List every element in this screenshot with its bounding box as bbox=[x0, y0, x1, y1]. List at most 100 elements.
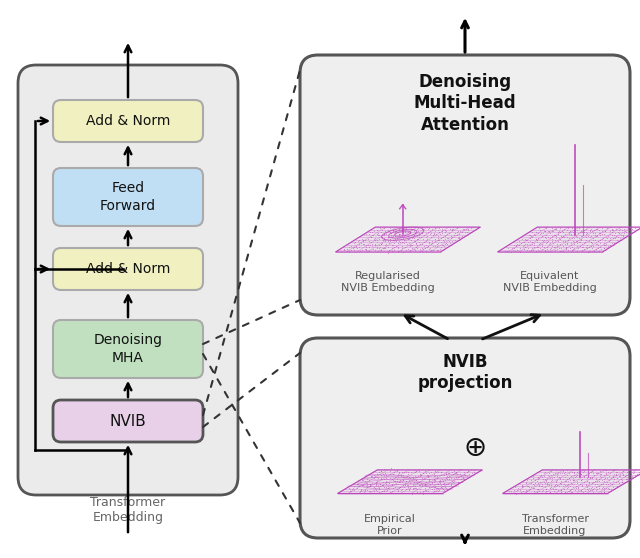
Point bbox=[404, 241, 415, 250]
Point bbox=[448, 224, 458, 233]
Point bbox=[422, 224, 433, 233]
Point bbox=[618, 478, 628, 487]
Point bbox=[436, 237, 446, 246]
Point bbox=[381, 487, 391, 496]
Point bbox=[412, 225, 422, 234]
Point bbox=[360, 487, 370, 496]
Point bbox=[557, 227, 567, 235]
Point bbox=[436, 481, 446, 490]
Point bbox=[569, 470, 579, 479]
Point bbox=[607, 224, 617, 233]
Point bbox=[561, 475, 572, 484]
Point bbox=[369, 234, 379, 243]
Point bbox=[540, 483, 550, 492]
Point bbox=[530, 230, 540, 239]
Point bbox=[604, 472, 614, 480]
Point bbox=[567, 480, 577, 489]
Point bbox=[569, 239, 579, 248]
Point bbox=[564, 228, 574, 237]
Point bbox=[622, 474, 632, 483]
Point bbox=[452, 234, 463, 243]
Point bbox=[376, 228, 386, 237]
Point bbox=[374, 234, 385, 243]
Point bbox=[423, 241, 433, 250]
Point bbox=[611, 483, 621, 492]
Point bbox=[574, 472, 584, 480]
Point bbox=[397, 484, 408, 493]
Point bbox=[409, 465, 419, 474]
Point bbox=[368, 244, 378, 253]
Point bbox=[532, 484, 543, 493]
Point bbox=[398, 476, 408, 485]
Point bbox=[540, 487, 550, 496]
Point bbox=[607, 465, 618, 474]
Point bbox=[600, 235, 610, 244]
Point bbox=[372, 231, 383, 240]
Text: Denoising
MHA: Denoising MHA bbox=[93, 333, 163, 364]
Point bbox=[595, 229, 605, 238]
Point bbox=[540, 231, 550, 240]
Point bbox=[528, 479, 538, 488]
Point bbox=[453, 233, 463, 242]
Point bbox=[607, 225, 617, 234]
Point bbox=[602, 224, 612, 233]
Point bbox=[369, 487, 380, 496]
Point bbox=[577, 239, 588, 248]
Point bbox=[446, 480, 456, 489]
Point bbox=[369, 489, 379, 498]
Point bbox=[419, 480, 429, 489]
Point bbox=[564, 227, 575, 235]
Point bbox=[584, 247, 595, 256]
Point bbox=[594, 482, 604, 490]
Point bbox=[547, 223, 557, 232]
Point bbox=[428, 474, 438, 483]
Point bbox=[412, 479, 422, 488]
Point bbox=[429, 229, 440, 238]
Point bbox=[572, 489, 582, 498]
Point bbox=[612, 467, 622, 476]
Point bbox=[565, 476, 575, 485]
Point bbox=[531, 246, 541, 255]
Point bbox=[408, 474, 418, 483]
Point bbox=[553, 229, 563, 238]
Point bbox=[414, 230, 424, 239]
Point bbox=[596, 234, 607, 243]
Point bbox=[582, 228, 592, 237]
Point bbox=[374, 488, 385, 497]
Point bbox=[547, 232, 557, 241]
Point bbox=[456, 472, 466, 480]
Point bbox=[386, 489, 396, 498]
Point bbox=[459, 474, 469, 483]
Point bbox=[568, 245, 578, 254]
Point bbox=[442, 479, 452, 488]
Point bbox=[376, 239, 386, 248]
Point bbox=[369, 227, 380, 236]
Point bbox=[575, 231, 586, 240]
Point bbox=[434, 485, 444, 494]
Point bbox=[593, 240, 603, 249]
Point bbox=[589, 247, 600, 256]
Point bbox=[345, 485, 355, 494]
Point bbox=[433, 232, 443, 240]
Point bbox=[394, 469, 404, 478]
Point bbox=[437, 241, 447, 250]
Point bbox=[399, 232, 410, 240]
Point bbox=[525, 236, 536, 245]
Point bbox=[362, 241, 372, 250]
Point bbox=[393, 470, 403, 479]
Point bbox=[446, 233, 456, 242]
Point bbox=[372, 238, 382, 247]
Point bbox=[416, 470, 426, 479]
Point bbox=[595, 469, 605, 478]
Point bbox=[560, 488, 570, 497]
Point bbox=[555, 240, 565, 249]
Point bbox=[595, 466, 605, 475]
Point bbox=[600, 474, 611, 483]
Point bbox=[403, 480, 413, 489]
Point bbox=[376, 475, 386, 484]
Point bbox=[550, 242, 561, 251]
Point bbox=[412, 240, 422, 249]
Point bbox=[519, 240, 529, 249]
Point bbox=[455, 226, 465, 235]
Point bbox=[383, 248, 393, 257]
